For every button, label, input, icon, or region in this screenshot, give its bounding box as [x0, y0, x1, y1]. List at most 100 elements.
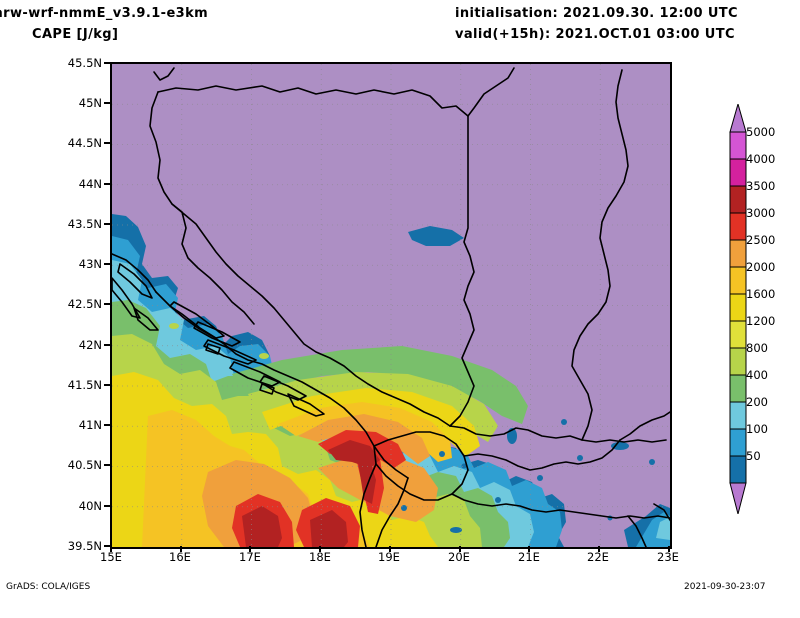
border-montenegro [373, 431, 469, 501]
xtick-label: 19E [378, 550, 400, 564]
colorbar: 5000 4000 3500 3000 2500 2000 1600 1200 … [716, 104, 800, 514]
colorbar-cell-2500 [729, 239, 747, 268]
cape-band-1200-northeast [262, 388, 480, 456]
ytick-label: 45.5N [67, 56, 102, 70]
island-dugi-otok [169, 301, 225, 339]
colorbar-cell-200 [729, 401, 747, 430]
ytick-label: 43.5N [67, 217, 102, 231]
border-north [153, 67, 175, 81]
island-korcula [229, 361, 281, 387]
island-brac [193, 321, 241, 347]
colorbar-label: 1600 [746, 287, 776, 301]
ytick-mark [104, 223, 110, 225]
island-hvar [203, 339, 257, 365]
xtick-mark [319, 546, 321, 552]
colorbar-cell-2000 [729, 266, 747, 295]
colorbar-label: 50 [746, 449, 761, 463]
colorbar-cell-400 [729, 374, 747, 403]
cape-band-3000-south2 [310, 510, 348, 547]
initialisation-time: initialisation: 2021.09.30. 12:00 UTC [455, 6, 738, 21]
coast-dalmatia [155, 291, 409, 479]
model-title: arw-wrf-nmmE_v3.9.1-e3km [0, 6, 209, 21]
colorbar-label: 3000 [746, 206, 776, 220]
ytick-mark [104, 142, 110, 144]
colorbar-cell-800 [729, 347, 747, 376]
island-lastovo [259, 383, 275, 395]
ytick-label: 41N [78, 418, 102, 432]
ytick-mark [104, 263, 110, 265]
xtick-mark [389, 546, 391, 552]
ytick-mark [104, 505, 110, 507]
ytick-label: 42.5N [67, 297, 102, 311]
colorbar-label: 1200 [746, 314, 776, 328]
cape-band-1600-herzegovina [278, 402, 452, 462]
border-bulgaria-east [619, 411, 670, 441]
colorbar-label: 800 [746, 341, 768, 355]
render-timestamp: 2021-09-30-23:07 [684, 582, 766, 592]
colorbar-swatches [729, 104, 747, 514]
colorbar-cell-5000 [729, 131, 747, 160]
colorbar-label: 400 [746, 368, 768, 382]
ytick-label: 40.5N [67, 458, 102, 472]
border-serbia-south [449, 425, 667, 443]
colorbar-cell-1600 [729, 293, 747, 322]
graticule [112, 64, 670, 547]
ytick-label: 39.5N [67, 539, 102, 553]
island-krk [117, 263, 153, 299]
border-albania [359, 463, 377, 547]
valid-time: valid(+15h): 2021.OCT.01 03:00 UTC [455, 27, 735, 42]
xtick-label: 16E [169, 550, 191, 564]
xtick-mark [459, 546, 461, 552]
border-serbia-hungary [467, 67, 515, 117]
ytick-mark [104, 62, 110, 64]
field-title: CAPE [J/kg] [32, 27, 119, 42]
xtick-mark [249, 546, 251, 552]
ytick-label: 42N [78, 338, 102, 352]
colorbar-cell-50 [729, 455, 747, 484]
ytick-mark [104, 424, 110, 426]
island-mljet [287, 393, 325, 417]
island-rab [133, 307, 159, 331]
coast-aegean [627, 515, 647, 547]
colorbar-cell-1200 [729, 320, 747, 349]
ytick-label: 44N [78, 177, 102, 191]
xtick-mark [180, 546, 182, 552]
border-bosnia [171, 203, 451, 427]
border-croatia-hungary [157, 85, 469, 117]
xtick-mark [110, 546, 112, 552]
xtick-label: 18E [309, 550, 331, 564]
xtick-mark [598, 546, 600, 552]
colorbar-cell-3500 [729, 185, 747, 214]
map-plot-area [110, 62, 672, 549]
coast-albania [375, 477, 409, 547]
cape-island-patches [169, 323, 269, 359]
xtick-label: 22E [587, 550, 609, 564]
ytick-mark [104, 183, 110, 185]
cape-band-3000-south [242, 506, 282, 547]
xtick-label: 15E [100, 550, 122, 564]
xtick-label: 17E [239, 550, 261, 564]
ytick-mark [104, 384, 110, 386]
colorbar-label: 2000 [746, 260, 776, 274]
cape-band-3000-spine [356, 450, 376, 504]
cape-band-group [112, 214, 670, 547]
border-macedonia-greece [451, 493, 670, 519]
colorbar-label: 5000 [746, 125, 776, 139]
colorbar-label: 100 [746, 422, 768, 436]
cape-band-400-northeast-tongue [232, 346, 528, 424]
colorbar-label: 2500 [746, 233, 776, 247]
border-bosnia-east [449, 115, 475, 427]
xtick-label: 20E [448, 550, 470, 564]
xtick-label: 23E [657, 550, 679, 564]
ytick-label: 44.5N [67, 136, 102, 150]
ytick-label: 40N [78, 499, 102, 513]
xtick-mark [528, 546, 530, 552]
island-vis [205, 343, 221, 355]
cape-band-800-northeast [248, 372, 498, 442]
grads-credit: GrADS: COLA/IGES [6, 582, 91, 592]
border-kosovo-macedonia [463, 439, 621, 471]
border-croatia-west [149, 91, 255, 325]
colorbar-label: 3500 [746, 179, 776, 193]
island-cres [112, 277, 141, 319]
